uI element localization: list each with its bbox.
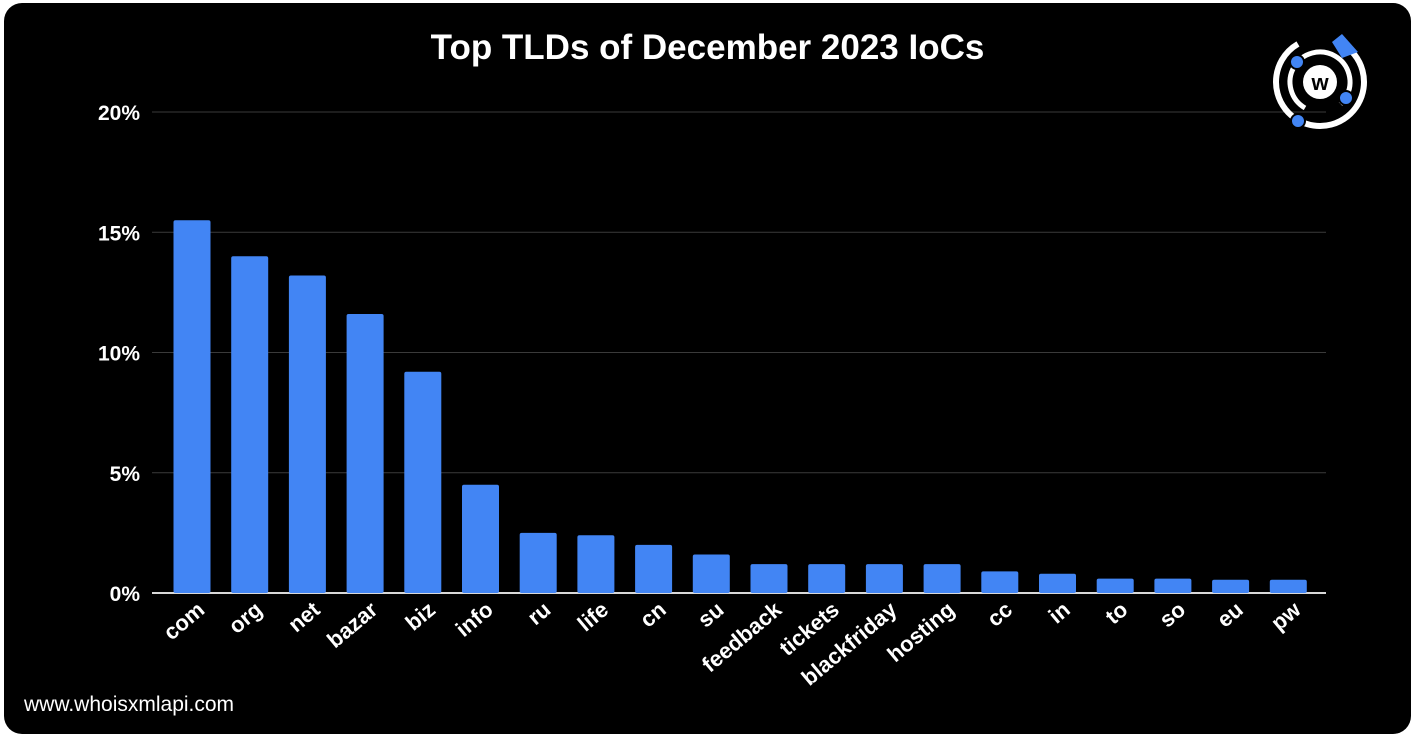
- whoisxmlapi-logo-icon: w: [1273, 34, 1367, 129]
- bar-com: [173, 220, 211, 593]
- x-tick-label-so: so: [1154, 597, 1190, 633]
- x-tick-label-pw: pw: [1266, 596, 1306, 635]
- bar-tickets: [808, 564, 846, 593]
- x-tick-label-life: life: [573, 597, 613, 637]
- bar-to: [1096, 578, 1134, 593]
- x-tick-label-su: su: [693, 597, 729, 633]
- bar-cc: [981, 571, 1019, 593]
- logo-letter: w: [1310, 70, 1329, 95]
- bar-feedback: [750, 564, 788, 593]
- y-tick-label: 15%: [98, 222, 140, 245]
- y-tick-label: 10%: [98, 343, 140, 366]
- bar-hosting: [923, 564, 961, 593]
- x-tick-label-com: com: [158, 597, 209, 645]
- bar-so: [1154, 578, 1192, 593]
- bar-info: [462, 484, 499, 593]
- bar-pw: [1269, 579, 1307, 593]
- x-tick-label-org: org: [224, 597, 267, 639]
- y-tick-label: 0%: [110, 583, 141, 606]
- bar-net: [288, 275, 326, 593]
- bar-ru: [519, 532, 557, 593]
- bar-in: [1039, 573, 1076, 593]
- chart-title: Top TLDs of December 2023 IoCs: [430, 28, 985, 67]
- x-tick-label-cc: cc: [982, 597, 1017, 632]
- bar-eu: [1212, 579, 1250, 593]
- x-tick-label-to: to: [1100, 597, 1132, 629]
- bar-blackfriday: [865, 564, 903, 593]
- bar-cn: [635, 544, 673, 593]
- x-tick-label-eu: eu: [1212, 597, 1248, 633]
- x-tick-label-biz: biz: [401, 597, 440, 636]
- x-tick-label-cn: cn: [635, 597, 671, 633]
- y-tick-label: 20%: [98, 102, 140, 125]
- bar-org: [231, 256, 269, 593]
- bar-su: [692, 554, 730, 593]
- x-tick-label-bazar: bazar: [322, 596, 382, 652]
- bar-biz: [404, 371, 442, 593]
- bar-bazar: [346, 314, 384, 593]
- x-tick-label-ru: ru: [522, 597, 555, 630]
- y-tick-label: 5%: [110, 463, 141, 486]
- bar-life: [577, 535, 615, 593]
- x-tick-label-info: info: [451, 597, 498, 642]
- x-tick-label-net: net: [283, 596, 325, 637]
- watermark-text: www.whoisxmlapi.com: [24, 693, 235, 716]
- x-tick-label-in: in: [1044, 597, 1075, 629]
